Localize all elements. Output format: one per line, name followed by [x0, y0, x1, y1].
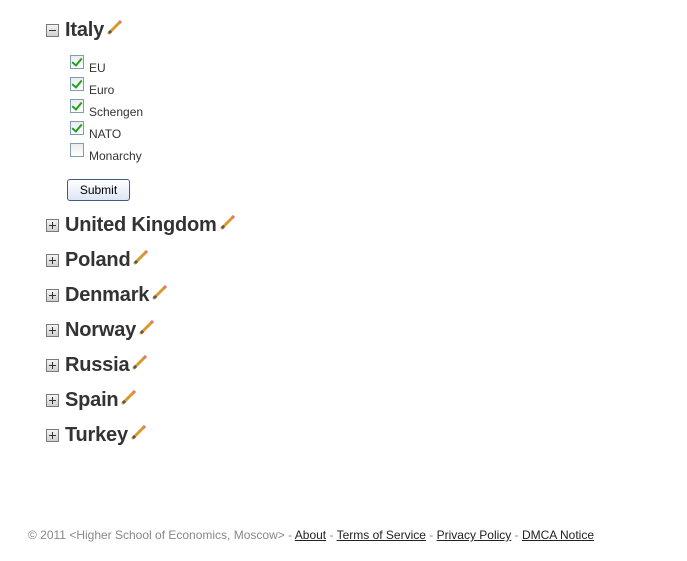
country-name[interactable]: United Kingdom	[65, 213, 217, 236]
country-row-russia: Russia	[46, 353, 148, 377]
pencil-icon[interactable]	[107, 19, 123, 35]
checkbox-label: EU	[89, 61, 106, 75]
checkbox-euro[interactable]	[70, 77, 84, 91]
copyright-text: © 2011 <Higher School of Economics, Mosc…	[28, 528, 285, 542]
footer-separator: -	[326, 528, 337, 542]
checkbox-row-nato[interactable]: NATO	[70, 120, 143, 142]
expand-plus-icon[interactable]	[46, 358, 59, 372]
country-name[interactable]: Spain	[65, 388, 119, 411]
country-row-poland: Poland	[46, 248, 149, 272]
expand-plus-icon[interactable]	[46, 323, 59, 337]
submit-button[interactable]: Submit	[67, 179, 130, 201]
checkbox-eu[interactable]	[70, 55, 84, 69]
expand-plus-icon[interactable]	[46, 288, 59, 302]
footer-separator: -	[425, 528, 437, 542]
checkbox-label: NATO	[89, 127, 122, 141]
footer-link-terms[interactable]: Terms of Service	[336, 528, 426, 542]
page-footer: © 2011 <Higher School of Economics, Mosc…	[28, 528, 594, 542]
pencil-icon[interactable]	[121, 389, 137, 405]
checkbox-row-eu[interactable]: EU	[70, 54, 143, 76]
footer-separator: -	[284, 528, 295, 542]
expand-plus-icon[interactable]	[46, 428, 59, 442]
collapse-minus-icon[interactable]	[46, 23, 59, 37]
expand-plus-icon[interactable]	[46, 218, 59, 232]
checkbox-row-monarchy[interactable]: Monarchy	[70, 142, 143, 164]
attribute-checkbox-list: EU Euro Schengen NATO Monarchy	[70, 54, 143, 164]
checkbox-row-schengen[interactable]: Schengen	[70, 98, 143, 120]
pencil-icon[interactable]	[152, 284, 168, 300]
checkbox-nato[interactable]	[70, 121, 84, 135]
country-name[interactable]: Norway	[65, 318, 137, 341]
expand-plus-icon[interactable]	[46, 253, 59, 267]
pencil-icon[interactable]	[220, 214, 236, 230]
country-row-denmark: Denmark	[46, 283, 168, 307]
checkbox-monarchy[interactable]	[70, 143, 84, 157]
footer-link-privacy[interactable]: Privacy Policy	[436, 528, 512, 542]
pencil-icon[interactable]	[133, 249, 149, 265]
country-name[interactable]: Italy	[65, 18, 105, 41]
country-name[interactable]: Russia	[65, 353, 130, 376]
checkbox-label: Monarchy	[89, 149, 142, 163]
footer-separator: -	[511, 528, 522, 542]
country-row-italy: Italy	[46, 18, 123, 42]
checkbox-label: Euro	[89, 83, 115, 97]
pencil-icon[interactable]	[132, 354, 148, 370]
country-row-turkey: Turkey	[46, 423, 147, 447]
country-name[interactable]: Denmark	[65, 283, 150, 306]
checkbox-label: Schengen	[89, 105, 144, 119]
checkbox-row-euro[interactable]: Euro	[70, 76, 143, 98]
pencil-icon[interactable]	[139, 319, 155, 335]
pencil-icon[interactable]	[131, 424, 147, 440]
country-row-norway: Norway	[46, 318, 155, 342]
country-name[interactable]: Turkey	[65, 423, 128, 446]
footer-link-dmca[interactable]: DMCA Notice	[521, 528, 594, 542]
country-name[interactable]: Poland	[65, 248, 131, 271]
checkbox-schengen[interactable]	[70, 99, 84, 113]
footer-link-about[interactable]: About	[294, 528, 327, 542]
country-row-united-kingdom: United Kingdom	[46, 213, 236, 237]
country-row-spain: Spain	[46, 388, 137, 412]
expand-plus-icon[interactable]	[46, 393, 59, 407]
